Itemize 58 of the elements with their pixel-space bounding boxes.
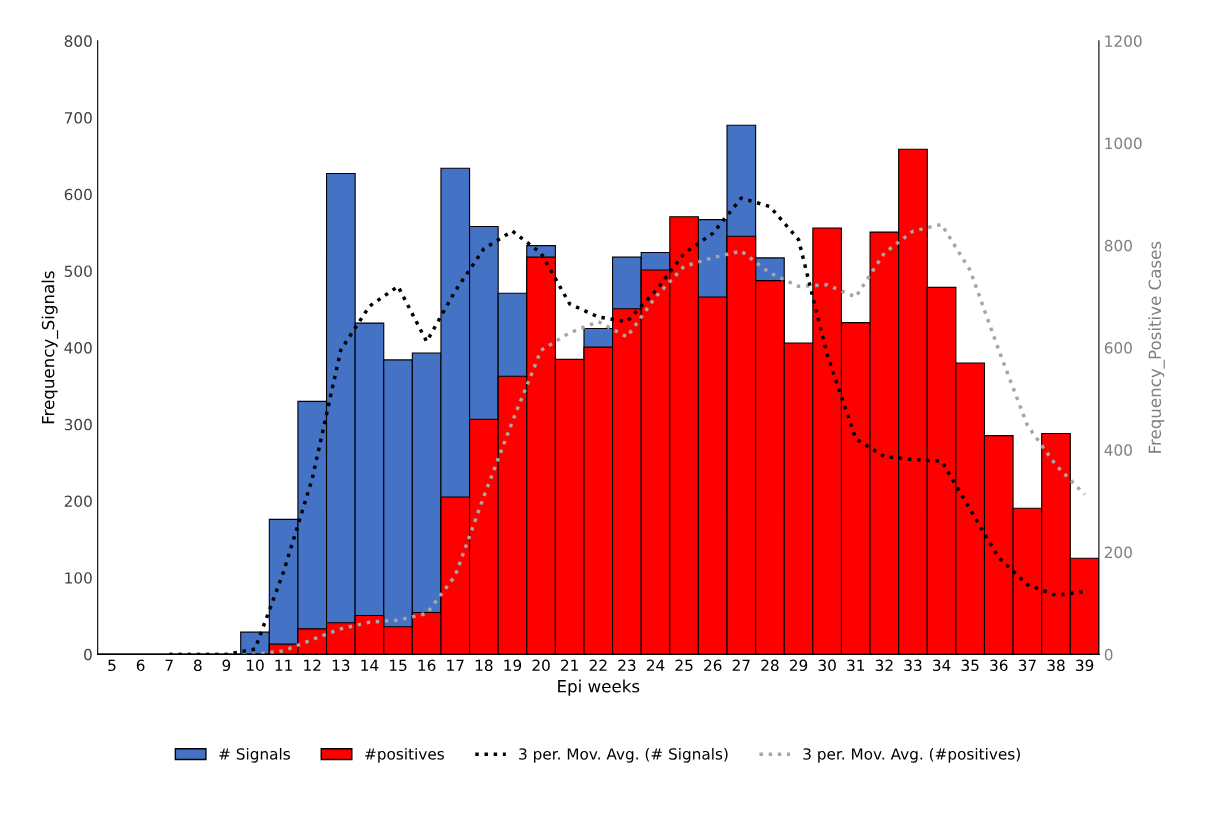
- x-tick-label: 33: [904, 659, 922, 672]
- y2-tick-label: 800: [1104, 239, 1132, 252]
- x-tick-label: 32: [875, 659, 893, 672]
- x-tick-label: 35: [961, 659, 979, 672]
- x-tick-label: 9: [222, 659, 231, 672]
- x-tick-label: 11: [275, 659, 292, 671]
- x-tick-label: 31: [847, 659, 865, 672]
- x-tick-label: 16: [418, 659, 436, 672]
- y2-tick-label: 0: [1104, 648, 1113, 661]
- y2-tick-label: 1000: [1105, 137, 1142, 150]
- x-tick-label: 24: [646, 659, 665, 671]
- y2-tick-label: 600: [1104, 342, 1132, 354]
- y2-tick-label: 400: [1104, 444, 1132, 456]
- y2-tick-label: 1200: [1105, 35, 1142, 47]
- x-tick-label: 22: [589, 659, 607, 671]
- y-tick-label: 600: [64, 188, 92, 201]
- y2-tick-label: 200: [1104, 546, 1132, 559]
- y-axis-title: Frequency_Signals: [41, 271, 59, 424]
- x-tick-label: 30: [818, 659, 836, 672]
- x-tick-label: 13: [332, 659, 350, 672]
- y-tick-label: 300: [64, 418, 92, 431]
- x-tick-label: 28: [761, 659, 779, 672]
- legend-label: 3 per. Mov. Avg. (#positives): [803, 747, 1020, 763]
- y2-axis-title: Frequency_Positive Cases: [1148, 241, 1165, 453]
- y-tick-label: 800: [64, 35, 92, 47]
- x-tick-label: 14: [361, 659, 379, 671]
- y-tick-label: 500: [64, 265, 92, 277]
- legend-label: # Signals: [219, 747, 290, 763]
- x-tick-label: 38: [1047, 659, 1065, 672]
- x-axis-title: Epi weeks: [558, 679, 640, 696]
- x-tick-label: 36: [990, 659, 1008, 672]
- x-tick-label: 25: [675, 659, 693, 672]
- x-tick-label: 27: [732, 659, 750, 671]
- y-tick-label: 100: [65, 572, 92, 584]
- x-tick-label: 15: [390, 659, 407, 672]
- x-tick-label: 10: [246, 659, 264, 672]
- y-tick-label: 400: [64, 342, 92, 354]
- y-tick-label: 700: [64, 112, 92, 124]
- legend-label: #positives: [365, 747, 444, 763]
- x-tick-label: 5: [108, 659, 116, 672]
- x-tick-label: 26: [704, 659, 722, 672]
- x-tick-label: 6: [136, 659, 145, 672]
- x-tick-label: 17: [447, 659, 464, 671]
- x-tick-label: 37: [1018, 659, 1036, 672]
- x-tick-label: 20: [532, 659, 550, 672]
- x-tick-label: 23: [618, 659, 636, 672]
- y-tick-label: 200: [64, 495, 92, 508]
- x-tick-label: 18: [475, 659, 493, 672]
- legend-label: 3 per. Mov. Avg. (# Signals): [519, 747, 728, 763]
- x-tick-label: 29: [789, 659, 808, 672]
- x-tick-label: 12: [304, 659, 321, 671]
- x-tick-label: 7: [165, 659, 173, 671]
- x-tick-label: 8: [193, 659, 202, 672]
- x-tick-label: 39: [1076, 659, 1094, 672]
- x-tick-label: 19: [504, 659, 522, 672]
- x-tick-label: 34: [933, 659, 951, 672]
- x-tick-label: 21: [561, 659, 578, 671]
- y-tick-label: 0: [84, 648, 92, 661]
